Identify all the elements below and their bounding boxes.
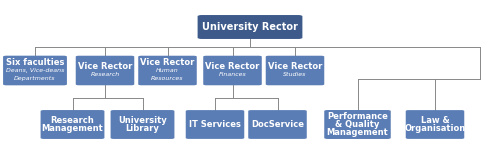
FancyBboxPatch shape	[40, 110, 104, 139]
Text: Resources: Resources	[151, 76, 184, 81]
FancyBboxPatch shape	[186, 110, 244, 139]
FancyBboxPatch shape	[138, 56, 197, 85]
Text: & Quality: & Quality	[336, 120, 380, 129]
Text: Management: Management	[326, 128, 388, 137]
Text: DocService: DocService	[251, 120, 304, 129]
Text: Organisation: Organisation	[404, 124, 466, 133]
Text: Six faculties: Six faculties	[6, 58, 64, 67]
Text: Human: Human	[156, 68, 179, 73]
FancyBboxPatch shape	[406, 110, 464, 139]
FancyBboxPatch shape	[203, 56, 262, 85]
Text: Research: Research	[50, 116, 94, 125]
FancyBboxPatch shape	[110, 110, 174, 139]
FancyBboxPatch shape	[3, 56, 67, 85]
Text: Studies: Studies	[284, 72, 306, 77]
Text: Finances: Finances	[218, 72, 246, 77]
Text: IT Services: IT Services	[189, 120, 241, 129]
Text: Vice Rector: Vice Rector	[268, 62, 322, 71]
Text: Management: Management	[42, 124, 104, 133]
Text: Law &: Law &	[420, 116, 450, 125]
FancyBboxPatch shape	[248, 110, 307, 139]
FancyBboxPatch shape	[76, 56, 134, 85]
Text: Vice Rector: Vice Rector	[140, 58, 194, 67]
Text: Deans, Vice-deans: Deans, Vice-deans	[6, 68, 64, 73]
Text: Vice Rector: Vice Rector	[78, 62, 132, 71]
Text: Performance: Performance	[327, 112, 388, 121]
FancyBboxPatch shape	[198, 15, 302, 39]
Text: Departments: Departments	[14, 76, 56, 81]
Text: Library: Library	[126, 124, 160, 133]
FancyBboxPatch shape	[266, 56, 324, 85]
FancyBboxPatch shape	[324, 110, 391, 139]
Text: University Rector: University Rector	[202, 22, 298, 32]
Text: Vice Rector: Vice Rector	[206, 62, 260, 71]
Text: University: University	[118, 116, 167, 125]
Text: Research: Research	[90, 72, 120, 77]
